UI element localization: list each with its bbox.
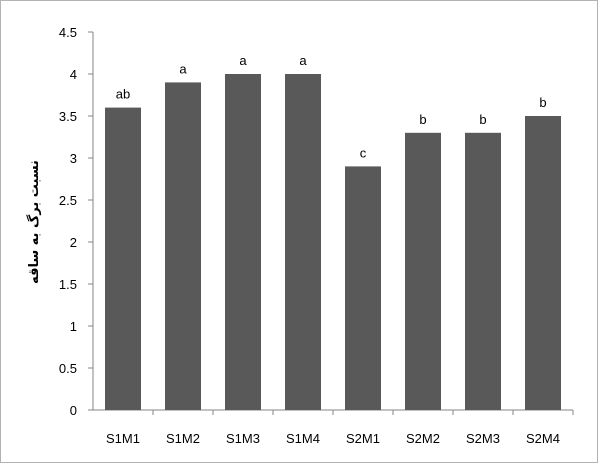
bar-s1m1	[105, 107, 141, 410]
bar-significance-label: b	[479, 112, 486, 127]
y-tick-label: 4.5	[59, 25, 77, 40]
y-tick-label: 3	[70, 151, 77, 166]
x-axis-ticks: S1M1 S1M2 S1M3 S1M4 S2M1 S2M2 S2M3 S2M4	[106, 410, 574, 446]
bar-significance-label: b	[539, 95, 546, 110]
bar-s2m2	[405, 132, 441, 411]
x-tick-label: S2M1	[346, 431, 380, 446]
y-tick-label: 4	[70, 67, 77, 82]
bar-s1m4	[285, 74, 321, 410]
y-tick-label: 1.5	[59, 277, 77, 292]
bar-s1m3	[225, 74, 261, 410]
x-tick-label: S1M4	[286, 431, 320, 446]
bar-labels: ab a a a c b b b	[116, 53, 547, 160]
y-axis-title: نسبت برگ به ساقه	[25, 160, 42, 284]
x-tick-label: S2M2	[406, 431, 440, 446]
bar-significance-label: a	[299, 53, 307, 68]
y-tick-label: 2	[70, 235, 77, 250]
bar-significance-label: c	[360, 145, 367, 160]
x-tick-label: S1M1	[106, 431, 140, 446]
bars	[105, 74, 561, 411]
y-tick-label: 2.5	[59, 193, 77, 208]
y-tick-label: 0	[70, 403, 77, 418]
y-tick-label: 0.5	[59, 361, 77, 376]
x-tick-label: S2M3	[466, 431, 500, 446]
bar-s2m3	[465, 132, 501, 411]
y-tick-label: 3.5	[59, 109, 77, 124]
bar-s1m2	[165, 82, 201, 411]
bar-significance-label: b	[419, 112, 426, 127]
y-axis-ticks: 0 0.5 1 1.5 2 2.5 3 3.5 4 4.5	[59, 25, 93, 418]
bar-s2m1	[345, 166, 381, 410]
bar-significance-label: a	[179, 61, 187, 76]
x-tick-label: S1M3	[226, 431, 260, 446]
bar-s2m4	[525, 116, 561, 410]
x-tick-label: S1M2	[166, 431, 200, 446]
bar-significance-label: a	[239, 53, 247, 68]
x-tick-label: S2M4	[526, 431, 560, 446]
bar-significance-label: ab	[116, 87, 130, 102]
y-tick-label: 1	[70, 319, 77, 334]
